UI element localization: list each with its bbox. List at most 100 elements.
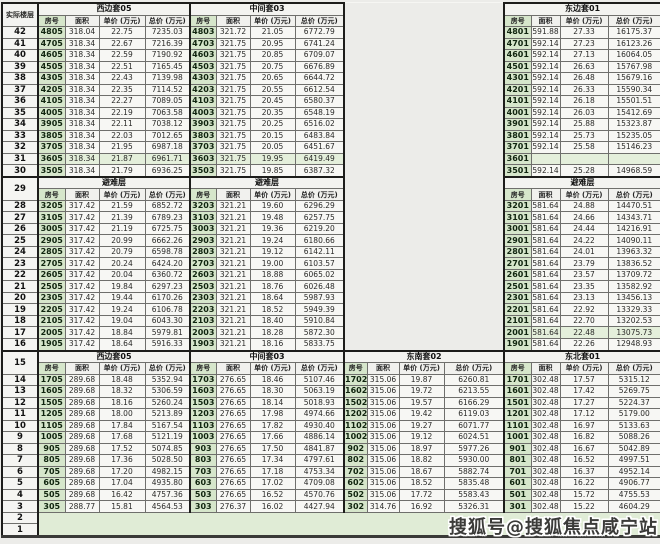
total-price-cell: 6419.49 bbox=[294, 152, 346, 166]
room-number-cell: 4001 bbox=[503, 106, 532, 120]
unit-price-cell: 18.40 bbox=[249, 314, 296, 328]
total-price-cell: 15501.51 bbox=[607, 95, 660, 108]
room-number-cell: 805 bbox=[37, 454, 66, 467]
total-price-cell bbox=[607, 152, 660, 166]
total-price-cell: 4906.77 bbox=[607, 477, 660, 490]
area-cell: 276.65 bbox=[215, 465, 251, 479]
total-price-cell: 5583.43 bbox=[443, 488, 505, 502]
floor-cell: 30 bbox=[1, 164, 39, 178]
total-price-cell: 13836.52 bbox=[607, 257, 660, 270]
column-header: 单价 (万元) bbox=[559, 188, 609, 201]
floor-cell: 15 bbox=[1, 349, 39, 375]
floor-cell: 40 bbox=[1, 49, 39, 62]
floor-cell: 33 bbox=[1, 129, 39, 143]
room-number-cell: 3505 bbox=[37, 164, 66, 178]
room-number-cell: 801 bbox=[503, 454, 532, 467]
unit-price-cell: 19.36 bbox=[249, 222, 296, 236]
unit-price-cell: 17.34 bbox=[249, 454, 296, 467]
area-cell: 318.34 bbox=[64, 141, 100, 154]
area-cell: 315.06 bbox=[366, 419, 400, 433]
floor-cell: 29 bbox=[1, 175, 39, 201]
room-number-cell: 301 bbox=[503, 500, 532, 513]
area-cell: 317.42 bbox=[64, 222, 100, 236]
total-price-cell: 6662.26 bbox=[144, 234, 191, 247]
area-cell: 317.42 bbox=[64, 234, 100, 247]
area-cell: 302.48 bbox=[530, 396, 561, 410]
area-cell: 592.14 bbox=[530, 72, 561, 85]
floor-cell: 28 bbox=[1, 199, 39, 213]
area-cell: 289.68 bbox=[64, 465, 100, 479]
total-price-cell: 4753.34 bbox=[294, 465, 345, 479]
unit-price-cell: 22.70 bbox=[559, 314, 609, 328]
room-number-cell: 4803 bbox=[189, 26, 217, 39]
room-number-cell: 4003 bbox=[189, 106, 217, 120]
room-number-cell: 3803 bbox=[189, 129, 217, 143]
area-cell: 318.04 bbox=[64, 26, 100, 39]
column-header: 总价 (万元) bbox=[607, 188, 660, 201]
unit-price-cell: 16.97 bbox=[559, 419, 609, 433]
area-cell: 321.75 bbox=[215, 95, 251, 108]
total-price-cell: 7012.65 bbox=[144, 129, 191, 143]
area-cell: 317.42 bbox=[64, 245, 100, 259]
unit-price-cell: 22.19 bbox=[98, 106, 146, 120]
unit-price-cell: 18.16 bbox=[98, 396, 146, 410]
area-cell: 321.75 bbox=[215, 152, 251, 166]
area-cell: 302.48 bbox=[530, 442, 561, 456]
room-number-cell: 3005 bbox=[37, 222, 66, 236]
floor-cell: 11 bbox=[1, 408, 39, 421]
unit-price-cell: 20.65 bbox=[249, 72, 296, 85]
unit-price-cell: 20.15 bbox=[249, 129, 296, 143]
total-price-cell: 15767.98 bbox=[607, 60, 660, 74]
unit-price-cell: 16.92 bbox=[398, 500, 445, 513]
unit-price-cell: 17.50 bbox=[249, 442, 296, 456]
unit-price-cell: 20.95 bbox=[249, 37, 296, 51]
unit-price-cell: 18.67 bbox=[398, 465, 445, 479]
total-price-cell: 4797.61 bbox=[294, 454, 345, 467]
total-price-cell: 7038.12 bbox=[144, 118, 191, 131]
area-cell: 318.34 bbox=[64, 118, 100, 131]
room-number-cell: 3801 bbox=[503, 129, 532, 143]
room-number-cell: 1602 bbox=[343, 385, 368, 398]
unit-group-header: 东边套01 bbox=[503, 1, 660, 16]
total-price-cell: 4604.29 bbox=[607, 500, 660, 513]
unit-price-cell: 27.13 bbox=[559, 49, 609, 62]
total-price-cell: 6936.25 bbox=[144, 164, 191, 178]
total-price-cell: 13582.92 bbox=[607, 280, 660, 293]
total-price-cell: 5882.74 bbox=[443, 465, 505, 479]
room-number-cell: 1705 bbox=[37, 373, 66, 387]
area-cell: 318.34 bbox=[64, 164, 100, 178]
area-cell: 317.42 bbox=[64, 280, 100, 293]
room-number-cell: 1003 bbox=[189, 431, 217, 444]
area-cell: 276.65 bbox=[215, 408, 251, 421]
total-price-cell: 13329.33 bbox=[607, 303, 660, 316]
column-header: 面积 bbox=[215, 362, 251, 375]
room-number-cell: 1002 bbox=[343, 431, 368, 444]
room-number-cell: 4801 bbox=[503, 26, 532, 39]
total-price-cell: 5352.94 bbox=[144, 373, 191, 387]
room-number-cell: 2905 bbox=[37, 234, 66, 247]
unit-price-cell: 21.39 bbox=[98, 211, 146, 224]
floor-cell: 17 bbox=[1, 326, 39, 339]
unit-price-cell: 17.12 bbox=[559, 408, 609, 421]
area-cell: 315.06 bbox=[366, 373, 400, 387]
column-header: 面积 bbox=[530, 362, 561, 375]
unit-price-cell: 22.11 bbox=[98, 118, 146, 131]
area-cell: 276.65 bbox=[215, 419, 251, 433]
room-number-cell: 901 bbox=[503, 442, 532, 456]
total-price-cell: 6483.84 bbox=[294, 129, 346, 143]
area-cell: 592.14 bbox=[530, 106, 561, 120]
room-number-cell: 2301 bbox=[503, 291, 532, 305]
total-price-cell: 6257.75 bbox=[294, 211, 346, 224]
unit-price-cell: 22.43 bbox=[98, 72, 146, 85]
room-number-cell: 601 bbox=[503, 477, 532, 490]
unit-price-cell: 18.97 bbox=[398, 442, 445, 456]
unit-price-cell: 22.67 bbox=[98, 37, 146, 51]
total-price-cell: 13202.53 bbox=[607, 314, 660, 328]
unit-price-cell: 17.66 bbox=[249, 431, 296, 444]
total-price-cell: 4982.15 bbox=[144, 465, 191, 479]
room-number-cell: 3101 bbox=[503, 211, 532, 224]
room-number-cell: 1205 bbox=[37, 408, 66, 421]
unit-price-cell: 20.79 bbox=[98, 245, 146, 259]
room-number-cell: 1703 bbox=[189, 373, 217, 387]
total-price-cell: 16064.05 bbox=[607, 49, 660, 62]
